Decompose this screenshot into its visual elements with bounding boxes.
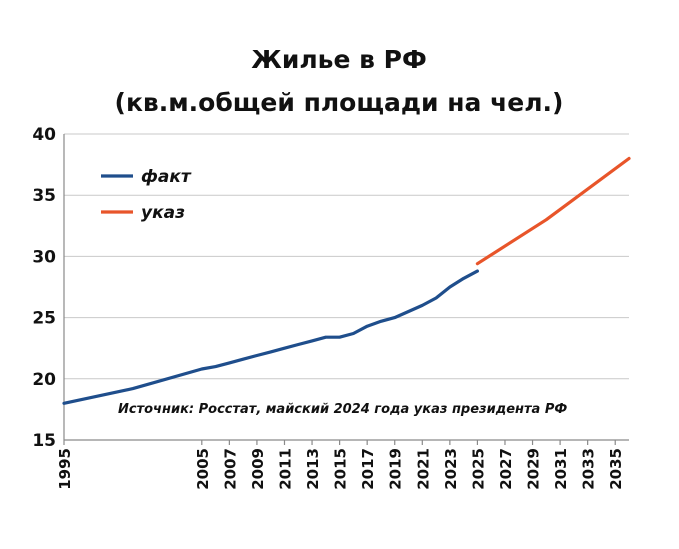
data-point — [269, 350, 272, 354]
x-tick-label: 2027 — [497, 448, 515, 490]
x-tick-label: 2009 — [249, 448, 267, 490]
x-tick-label: 2017 — [359, 448, 377, 490]
series — [62, 156, 631, 405]
x-tick-label: 1995 — [56, 448, 74, 490]
x-tick-label: 2019 — [387, 448, 405, 490]
x-tick-label: 2031 — [552, 448, 570, 490]
x-tick-label: 2011 — [276, 448, 294, 490]
x-tick-label: 2025 — [469, 448, 487, 490]
data-point — [310, 339, 314, 343]
data-point — [255, 354, 259, 357]
data-point — [421, 304, 424, 307]
data-point — [434, 296, 438, 300]
y-tick-label: 30 — [32, 247, 56, 267]
data-point — [338, 335, 341, 339]
series-line-decree — [475, 156, 631, 266]
x-tick-label: 2007 — [221, 448, 239, 490]
data-point — [379, 320, 383, 323]
data-point — [365, 324, 369, 328]
data-point — [476, 262, 479, 265]
data-point — [324, 335, 328, 339]
data-point — [200, 367, 204, 371]
data-point — [393, 316, 396, 319]
data-point — [297, 343, 300, 346]
data-point — [283, 347, 286, 350]
x-tick-label: 2029 — [525, 448, 543, 490]
data-point — [448, 285, 452, 289]
source-annotation: Источник: Росстат, майский 2024 года ука… — [118, 402, 567, 417]
x-tick-label: 2035 — [607, 448, 625, 490]
data-point — [545, 218, 548, 221]
data-point — [462, 277, 465, 280]
data-point — [407, 310, 410, 313]
data-point — [627, 157, 631, 160]
data-point — [62, 402, 66, 405]
x-tick-label: 2033 — [580, 448, 598, 490]
data-point — [241, 358, 245, 361]
chart-subtitle: (кв.м.общей площади на чел.) — [115, 88, 564, 117]
chart-title: Жилье в РФ — [251, 45, 427, 74]
data-point — [214, 365, 217, 368]
data-point — [228, 361, 231, 365]
legend-label: указ — [141, 203, 185, 223]
y-tick-label: 25 — [32, 309, 56, 329]
y-tick-label: 40 — [32, 125, 56, 145]
x-tick-label: 2005 — [194, 448, 212, 490]
data-point — [352, 332, 355, 335]
data-point — [476, 269, 479, 273]
x-tick-label: 2013 — [304, 448, 322, 490]
x-tick-label: 2015 — [332, 448, 350, 490]
y-tick-label: 15 — [32, 431, 56, 451]
x-tick-label: 2021 — [414, 448, 432, 490]
y-tick-label: 20 — [32, 370, 56, 390]
legend: факт указ — [101, 167, 192, 223]
data-point — [131, 387, 135, 390]
legend-label: факт — [141, 167, 192, 187]
series-line-fact — [62, 269, 479, 405]
x-tick-label: 2023 — [442, 448, 460, 490]
y-tick-label: 35 — [32, 186, 56, 206]
